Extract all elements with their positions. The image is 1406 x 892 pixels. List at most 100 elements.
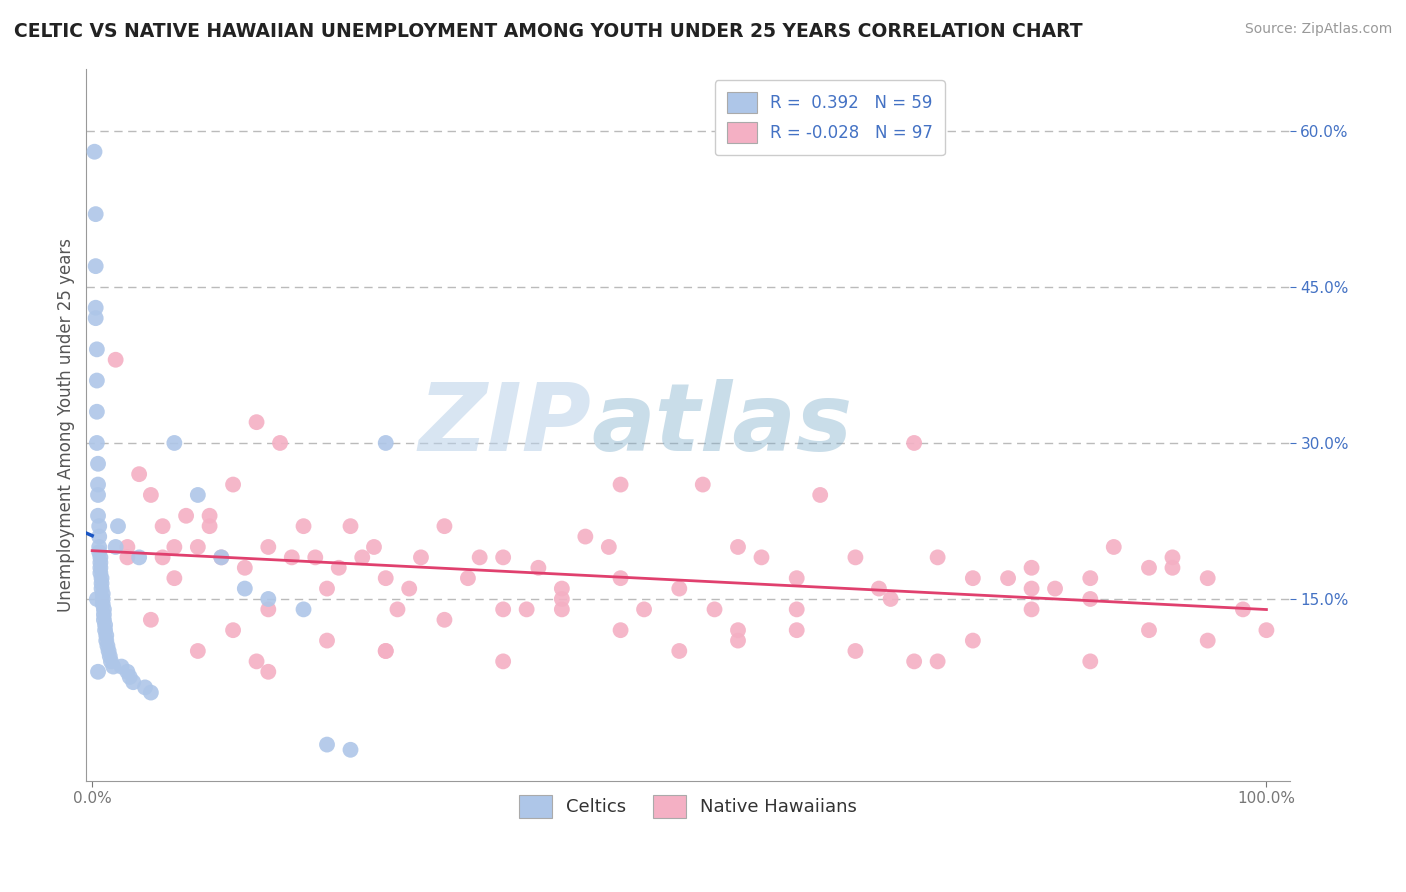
Point [104, 352, 127, 367]
Point [198, 508, 221, 523]
Point [89, 556, 111, 570]
Point [198, 519, 221, 533]
Point [104, 540, 127, 554]
Point [551, 602, 574, 616]
Point [245, 654, 267, 668]
Point [927, 654, 949, 668]
Point [187, 644, 209, 658]
Point [668, 582, 690, 596]
Point [98, 649, 121, 664]
Point [174, 508, 197, 523]
Point [927, 550, 949, 565]
Point [87, 457, 110, 471]
Point [844, 644, 866, 658]
Point [962, 571, 984, 585]
Point [551, 582, 574, 596]
Point [527, 561, 550, 575]
Point [233, 561, 256, 575]
Point [152, 519, 174, 533]
Point [84, 311, 107, 326]
Point [103, 659, 125, 673]
Point [84, 259, 107, 273]
Point [96, 639, 118, 653]
Point [409, 550, 432, 565]
Point [122, 675, 145, 690]
Point [91, 597, 114, 611]
Point [316, 738, 339, 752]
Point [727, 623, 749, 637]
Point [139, 613, 162, 627]
Point [209, 550, 232, 565]
Point [786, 623, 808, 637]
Point [187, 540, 209, 554]
Point [292, 519, 315, 533]
Point [222, 477, 245, 491]
Legend: Celtics, Native Hawaiians: Celtics, Native Hawaiians [512, 788, 865, 825]
Point [1102, 540, 1125, 554]
Point [1137, 561, 1160, 575]
Point [1197, 633, 1219, 648]
Point [786, 571, 808, 585]
Point [86, 436, 108, 450]
Point [1232, 602, 1254, 616]
Point [1043, 582, 1066, 596]
Point [516, 602, 538, 616]
Point [89, 561, 111, 575]
Point [96, 633, 118, 648]
Point [374, 436, 396, 450]
Point [1256, 623, 1278, 637]
Point [209, 550, 232, 565]
Point [90, 582, 112, 596]
Point [433, 519, 456, 533]
Point [727, 540, 749, 554]
Point [339, 519, 361, 533]
Point [128, 467, 150, 482]
Point [139, 488, 162, 502]
Point [233, 582, 256, 596]
Point [374, 644, 396, 658]
Text: ZIP: ZIP [419, 379, 592, 471]
Point [86, 374, 108, 388]
Text: atlas: atlas [592, 379, 853, 471]
Point [316, 633, 339, 648]
Point [163, 571, 186, 585]
Text: CELTIC VS NATIVE HAWAIIAN UNEMPLOYMENT AMONG YOUTH UNDER 25 YEARS CORRELATION CH: CELTIC VS NATIVE HAWAIIAN UNEMPLOYMENT A… [14, 22, 1083, 41]
Point [387, 602, 409, 616]
Point [89, 545, 111, 559]
Point [257, 540, 280, 554]
Point [492, 654, 515, 668]
Point [598, 540, 620, 554]
Point [134, 681, 156, 695]
Point [281, 550, 304, 565]
Point [374, 644, 396, 658]
Point [94, 623, 117, 637]
Point [118, 670, 141, 684]
Point [257, 591, 280, 606]
Point [363, 540, 385, 554]
Point [90, 571, 112, 585]
Point [110, 659, 132, 673]
Point [91, 587, 114, 601]
Point [374, 571, 396, 585]
Point [1021, 561, 1043, 575]
Point [962, 633, 984, 648]
Point [96, 628, 118, 642]
Point [492, 602, 515, 616]
Point [1161, 550, 1184, 565]
Y-axis label: Unemployment Among Youth under 25 years: Unemployment Among Youth under 25 years [58, 238, 75, 612]
Point [1021, 582, 1043, 596]
Point [808, 488, 831, 502]
Point [128, 550, 150, 565]
Point [316, 582, 339, 596]
Point [304, 550, 326, 565]
Point [727, 633, 749, 648]
Point [89, 530, 111, 544]
Point [692, 477, 714, 491]
Point [786, 602, 808, 616]
Point [89, 540, 111, 554]
Point [1078, 571, 1101, 585]
Point [89, 566, 111, 580]
Point [609, 477, 631, 491]
Point [751, 550, 773, 565]
Point [91, 591, 114, 606]
